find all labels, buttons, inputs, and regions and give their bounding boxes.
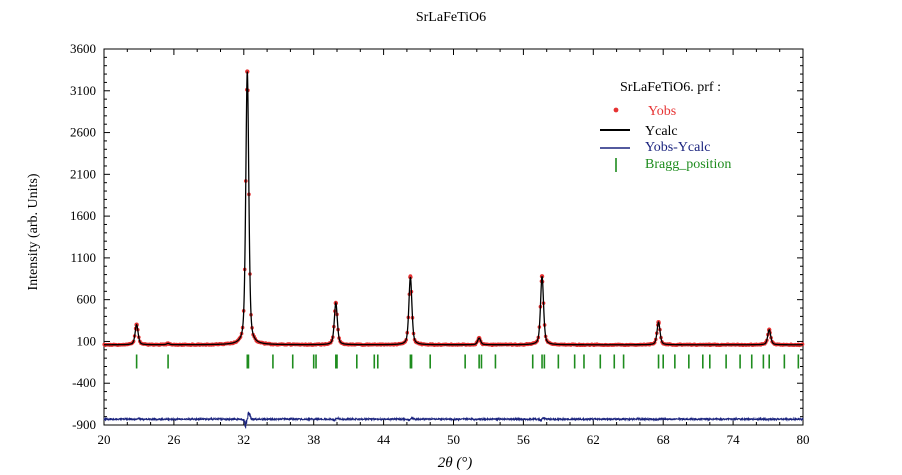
legend-title: SrLaFeTiO6. prf : — [620, 80, 721, 95]
legend-label-ycalc: Ycalc — [645, 124, 678, 139]
y-tick-label: 1600 — [70, 208, 96, 223]
x-tick-label: 26 — [167, 432, 181, 447]
legend-label-yobs: Yobs — [648, 104, 677, 119]
legend-label-diff: Yobs-Ycalc — [645, 140, 711, 155]
x-tick-label: 32 — [237, 432, 250, 447]
y-tick-label: 3600 — [70, 41, 96, 56]
y-tick-label: -400 — [72, 375, 96, 390]
x-tick-label: 74 — [727, 432, 741, 447]
x-tick-label: 80 — [797, 432, 810, 447]
x-tick-label: 68 — [657, 432, 670, 447]
x-tick-label: 38 — [307, 432, 320, 447]
difference-line — [103, 411, 804, 429]
x-tick-label: 44 — [377, 432, 391, 447]
x-tick-label: 50 — [447, 432, 460, 447]
legend-label-bragg: Bragg_position — [645, 157, 732, 172]
y-tick-label: 1100 — [70, 250, 96, 265]
y-tick-label: 2100 — [70, 166, 96, 181]
plot-frame — [103, 48, 804, 426]
y-tick-label: -900 — [72, 417, 96, 432]
chart-title: SrLaFeTiO6 — [415, 10, 487, 25]
y-tick-label: 2600 — [70, 125, 96, 140]
x-tick-label: 62 — [587, 432, 600, 447]
y-tick-label: 3100 — [70, 83, 96, 98]
y-tick-label: 100 — [77, 333, 97, 348]
x-tick-label: 20 — [98, 432, 111, 447]
y-tick-label: 600 — [77, 292, 97, 307]
x-axis-title: 2θ (°) — [437, 455, 473, 471]
legend-swatch-yobs — [613, 107, 619, 113]
x-tick-label: 56 — [517, 432, 531, 447]
ycalc-line — [104, 71, 803, 346]
